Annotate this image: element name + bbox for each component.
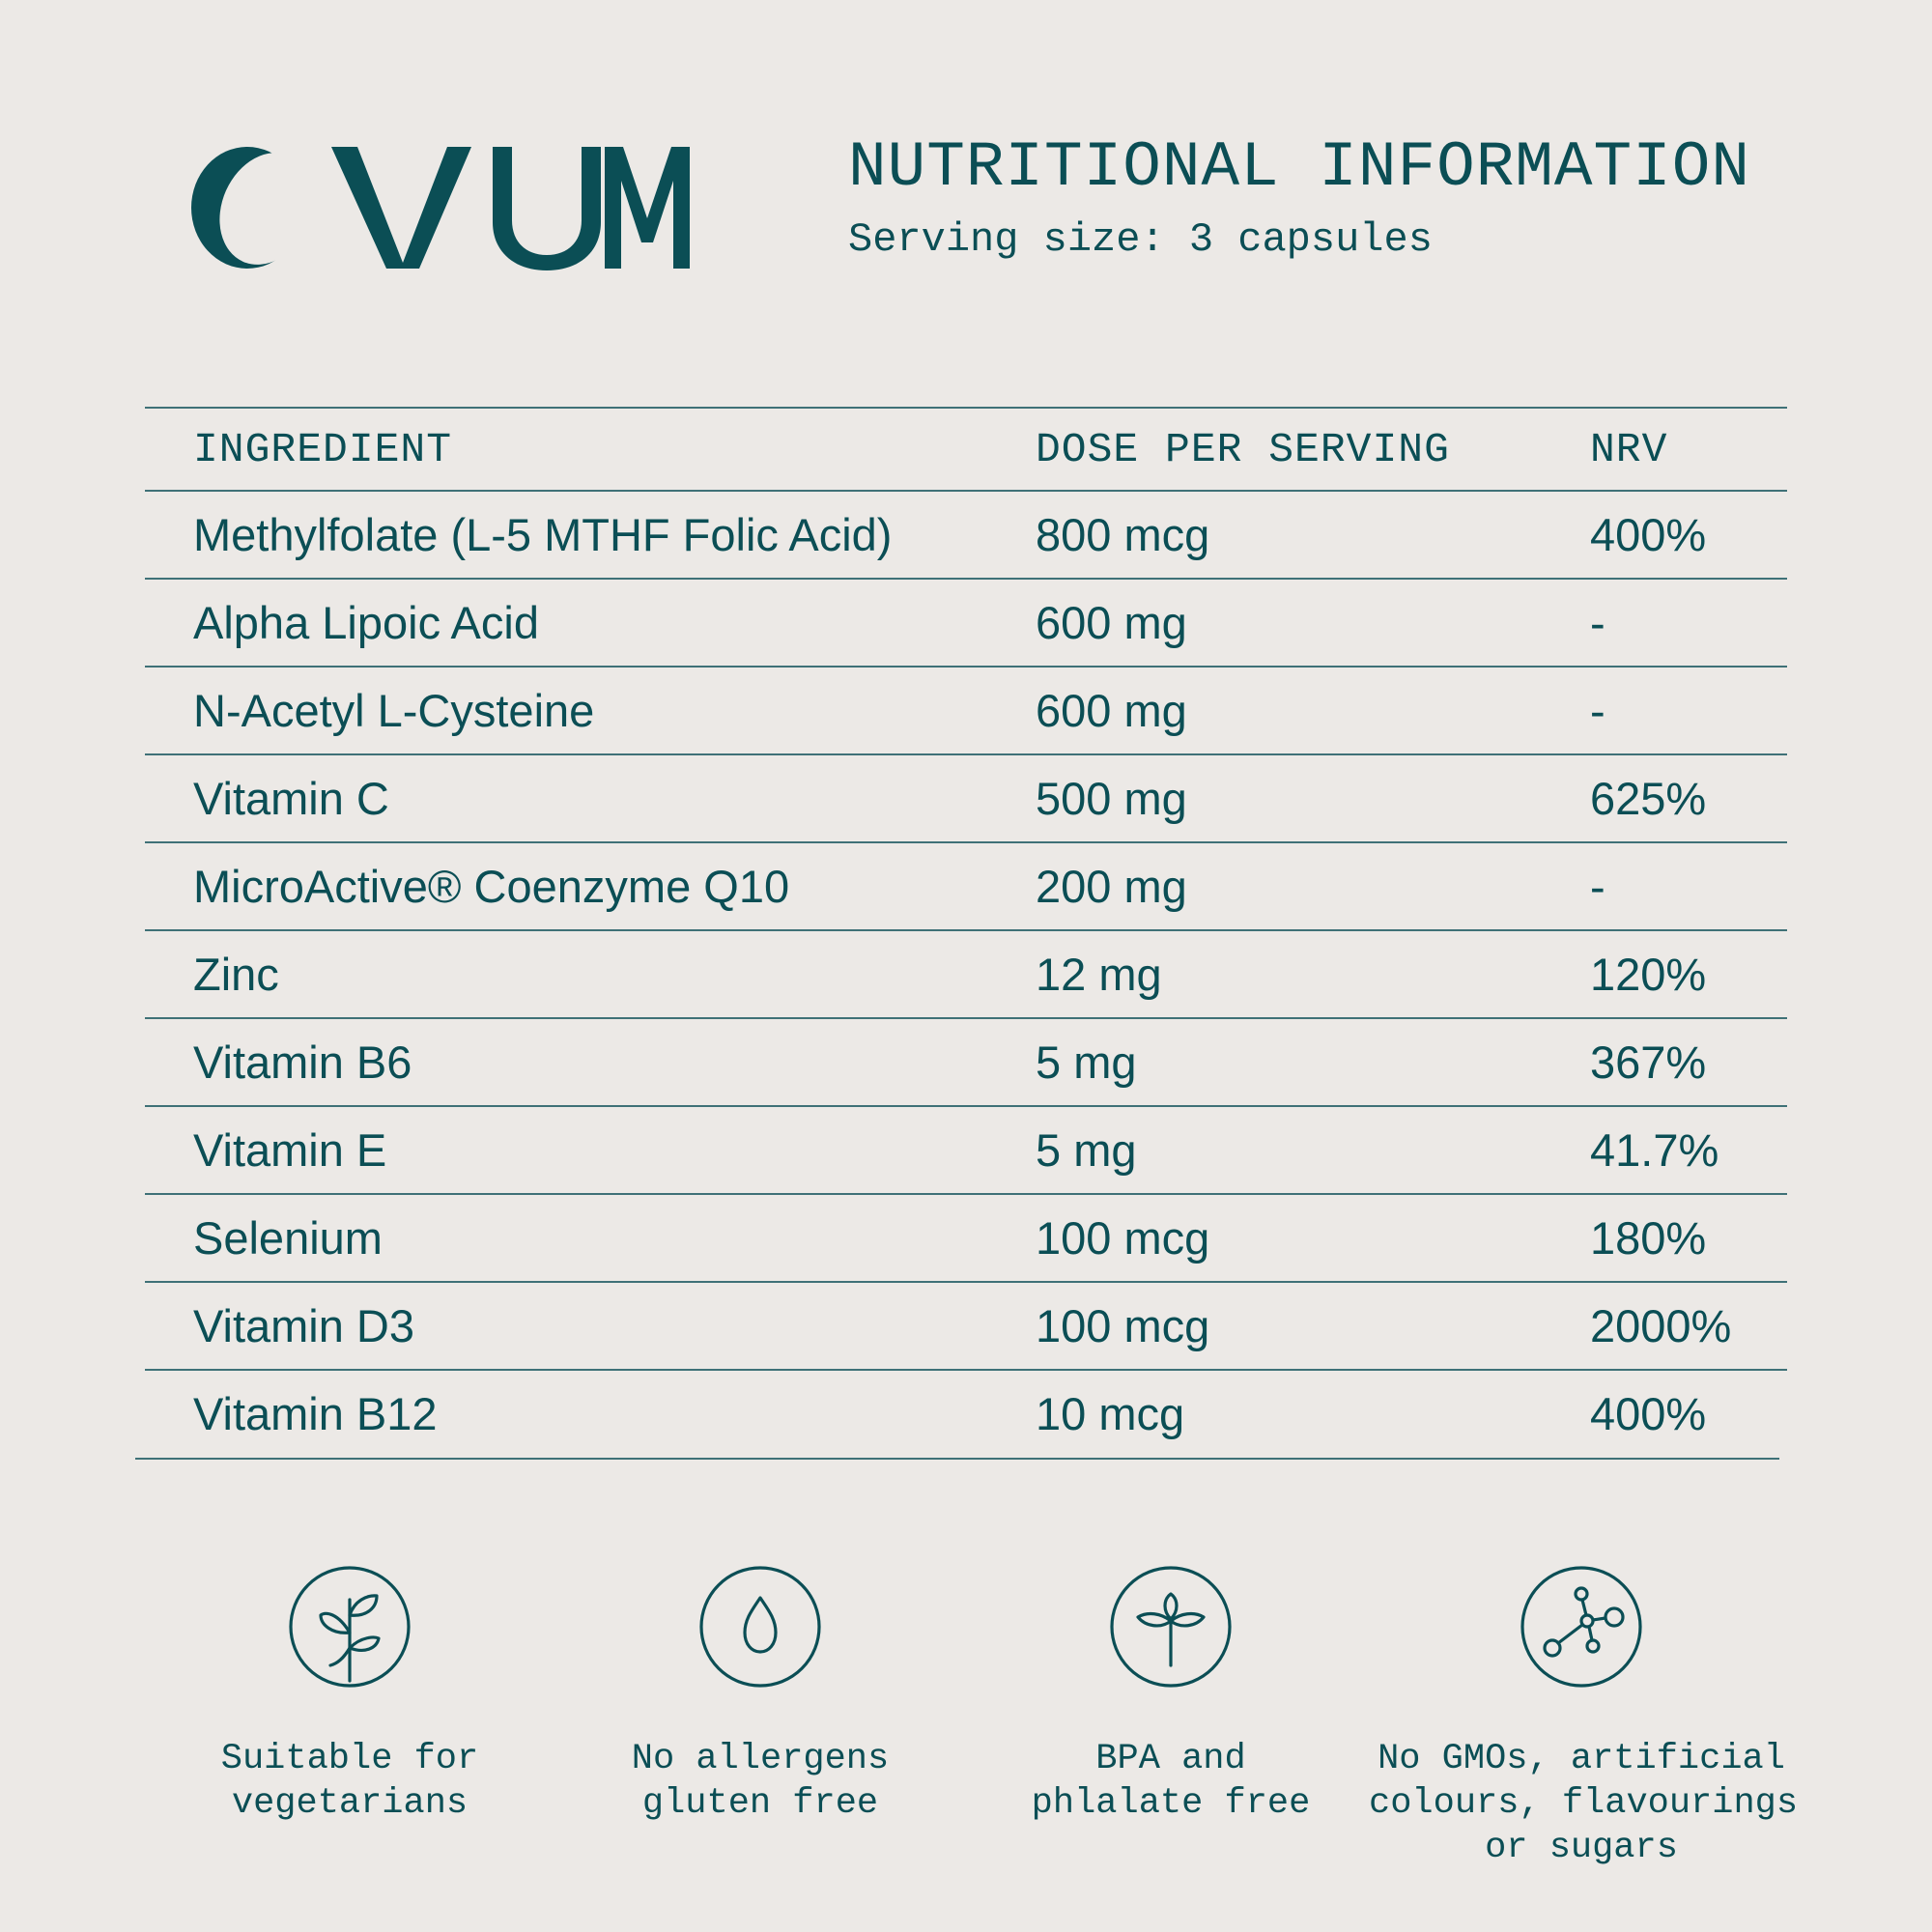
dose-cell: 800 mcg	[1036, 509, 1210, 560]
nrv-cell: 41.7%	[1590, 1124, 1719, 1176]
feature-vegetarian: Suitable for vegetarians	[137, 1565, 562, 1826]
serving-size: Serving size: 3 capsules	[848, 216, 1433, 263]
ingredient-cell: Alpha Lipoic Acid	[193, 597, 539, 648]
ingredient-cell: MicroActive® Coenzyme Q10	[193, 861, 790, 912]
feature-no-gmo: No GMOs, artificial colours, flavourings…	[1369, 1565, 1799, 1870]
ingredient-cell: Zinc	[193, 949, 279, 1000]
nrv-cell: 400%	[1590, 509, 1707, 560]
heading: NUTRITIONAL INFORMATION Serving size: 3 …	[848, 128, 1814, 267]
dose-cell: 5 mg	[1036, 1124, 1137, 1176]
table-row: Vitamin D3 100 mcg 2000%	[145, 1283, 1787, 1371]
nrv-cell: 367%	[1590, 1037, 1707, 1088]
nrv-cell: 180%	[1590, 1212, 1707, 1264]
feature-label-line: BPA and	[1095, 1739, 1246, 1779]
dose-column-header: DOSE PER SERVING	[1036, 425, 1450, 473]
dose-cell: 500 mg	[1036, 773, 1187, 824]
water-drop-icon	[698, 1565, 822, 1689]
feature-label-line: gluten free	[641, 1783, 879, 1824]
feature-allergen-free: No allergens gluten free	[548, 1565, 973, 1826]
feature-bpa-free: BPA and phlalate free	[958, 1565, 1383, 1826]
dose-cell: 600 mg	[1036, 685, 1187, 736]
dose-cell: 12 mg	[1036, 949, 1162, 1000]
ingredient-cell: Vitamin D3	[193, 1300, 415, 1351]
nutrition-table: INGREDIENT DOSE PER SERVING NRV Methylfo…	[145, 407, 1787, 1457]
dose-cell: 100 mcg	[1036, 1212, 1210, 1264]
dose-cell: 10 mcg	[1036, 1388, 1185, 1439]
nrv-cell: 400%	[1590, 1388, 1707, 1439]
flower-icon	[1109, 1565, 1233, 1689]
nrv-cell: -	[1590, 597, 1605, 648]
molecule-icon	[1520, 1565, 1643, 1689]
nrv-cell: -	[1590, 685, 1605, 736]
ingredient-cell: N-Acetyl L-Cysteine	[193, 685, 595, 736]
ingredient-column-header: INGREDIENT	[193, 425, 453, 473]
feature-label-line: vegetarians	[231, 1783, 469, 1824]
feature-label-line: No allergens	[631, 1739, 890, 1779]
ingredient-cell: Vitamin E	[193, 1124, 387, 1176]
table-row: Vitamin E 5 mg 41.7%	[145, 1107, 1787, 1195]
nrv-column-header: NRV	[1590, 425, 1668, 473]
feature-badges: Suitable for vegetarians No allergens gl…	[0, 1565, 1932, 1893]
nrv-cell: 120%	[1590, 949, 1707, 1000]
nrv-cell: 2000%	[1590, 1300, 1732, 1351]
dose-cell: 5 mg	[1036, 1037, 1137, 1088]
table-row: Vitamin B12 10 mcg 400%	[145, 1371, 1787, 1457]
table-row: Vitamin B6 5 mg 367%	[145, 1019, 1787, 1107]
table-row: Vitamin C 500 mg 625%	[145, 755, 1787, 843]
dose-cell: 100 mcg	[1036, 1300, 1210, 1351]
dose-cell: 600 mg	[1036, 597, 1187, 648]
page-title: NUTRITIONAL INFORMATION	[848, 131, 1750, 204]
feature-label-line: Suitable for	[220, 1739, 479, 1779]
plant-sprout-icon	[288, 1565, 412, 1689]
table-row: Alpha Lipoic Acid 600 mg -	[145, 580, 1787, 668]
table-row: N-Acetyl L-Cysteine 600 mg -	[145, 668, 1787, 755]
nrv-cell: -	[1590, 861, 1605, 912]
ingredient-cell: Methylfolate (L-5 MTHF Folic Acid)	[193, 509, 893, 560]
table-row: Zinc 12 mg 120%	[145, 931, 1787, 1019]
feature-label-line: or sugars	[1485, 1828, 1678, 1868]
ingredient-cell: Vitamin C	[193, 773, 389, 824]
ingredient-cell: Vitamin B6	[193, 1037, 412, 1088]
table-row: Selenium 100 mcg 180%	[145, 1195, 1787, 1283]
table-row: MicroActive® Coenzyme Q10 200 mg -	[145, 843, 1787, 931]
feature-label-line: No GMOs, artificial	[1378, 1739, 1785, 1779]
table-header: INGREDIENT DOSE PER SERVING NRV	[145, 409, 1787, 492]
ingredient-cell: Selenium	[193, 1212, 383, 1264]
brand-logo	[191, 145, 694, 270]
dose-cell: 200 mg	[1036, 861, 1187, 912]
ingredient-cell: Vitamin B12	[193, 1388, 438, 1439]
feature-label-line: colours, flavourings	[1369, 1783, 1799, 1824]
table-bottom-divider	[135, 1458, 1779, 1460]
nrv-cell: 625%	[1590, 773, 1707, 824]
table-row: Methylfolate (L-5 MTHF Folic Acid) 800 m…	[145, 492, 1787, 580]
feature-label-line: phlalate free	[1031, 1783, 1311, 1824]
